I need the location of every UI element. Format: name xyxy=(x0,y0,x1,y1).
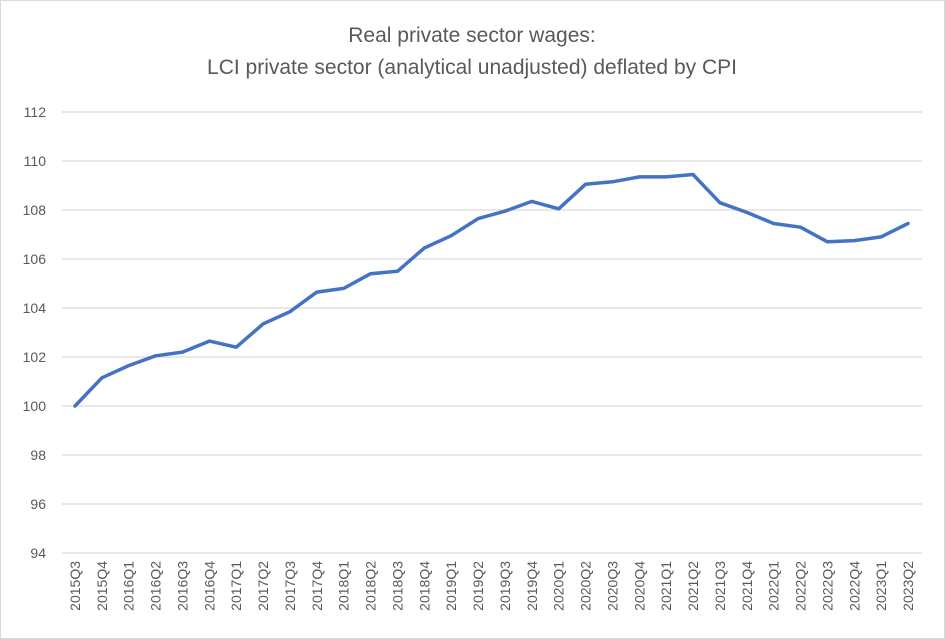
data-point xyxy=(530,199,534,203)
data-point xyxy=(261,322,265,326)
x-tick-label: 2019Q4 xyxy=(524,561,540,611)
x-tick-label: 2018Q3 xyxy=(389,561,405,611)
x-tick-label: 2016Q3 xyxy=(174,561,190,611)
data-point xyxy=(449,234,453,238)
data-point xyxy=(772,221,776,225)
data-point xyxy=(369,272,373,276)
data-point xyxy=(637,175,641,179)
x-tick-label: 2017Q2 xyxy=(255,561,271,611)
chart-title-line-2: LCI private sector (analytical unadjuste… xyxy=(207,56,737,79)
y-tick-label: 112 xyxy=(24,104,47,120)
data-point xyxy=(342,286,346,290)
x-tick-label: 2017Q1 xyxy=(228,561,244,611)
data-point xyxy=(503,209,507,213)
x-tick-label: 2019Q3 xyxy=(497,561,513,611)
data-point xyxy=(288,310,292,314)
x-tick-label: 2018Q2 xyxy=(363,561,379,611)
y-tick-label: 108 xyxy=(23,202,47,218)
data-point xyxy=(395,269,399,273)
x-tick-label: 2021Q4 xyxy=(739,561,755,611)
data-point xyxy=(825,240,829,244)
data-point xyxy=(234,345,238,349)
chart-title-line-1: Real private sector wages: xyxy=(348,24,595,47)
data-point xyxy=(852,239,856,243)
x-tick-label: 2015Q3 xyxy=(67,561,83,611)
x-tick-label: 2016Q1 xyxy=(121,561,137,611)
x-tick-label: 2017Q4 xyxy=(309,561,325,611)
data-point xyxy=(879,235,883,239)
x-tick-label: 2016Q4 xyxy=(201,561,217,611)
x-tick-label: 2022Q1 xyxy=(766,561,782,611)
data-point xyxy=(664,175,668,179)
x-tick-label: 2021Q3 xyxy=(712,561,728,611)
x-tick-label: 2020Q2 xyxy=(578,561,594,611)
data-point xyxy=(799,225,803,229)
data-point xyxy=(557,207,561,211)
x-tick-label: 2021Q2 xyxy=(685,561,701,611)
y-tick-label: 96 xyxy=(30,496,46,512)
y-tick-label: 104 xyxy=(23,300,47,316)
data-point xyxy=(476,217,480,221)
x-tick-label: 2019Q1 xyxy=(443,561,459,611)
x-tick-label: 2020Q1 xyxy=(551,561,567,611)
x-tick-label: 2020Q3 xyxy=(604,561,620,611)
x-tick-label: 2022Q3 xyxy=(819,561,835,611)
data-point xyxy=(100,376,104,380)
data-point xyxy=(422,246,426,250)
x-tick-label: 2019Q2 xyxy=(470,561,486,611)
y-tick-label: 102 xyxy=(23,349,47,365)
data-point xyxy=(718,201,722,205)
data-point xyxy=(154,354,158,358)
x-tick-label: 2015Q4 xyxy=(94,561,110,611)
x-tick-label: 2017Q3 xyxy=(282,561,298,611)
x-tick-label: 2018Q4 xyxy=(416,561,432,611)
data-point xyxy=(745,210,749,214)
x-tick-label: 2023Q1 xyxy=(873,561,889,611)
data-point xyxy=(691,172,695,176)
data-point xyxy=(315,290,319,294)
x-tick-label: 2023Q2 xyxy=(900,561,916,611)
data-point xyxy=(73,404,77,408)
y-tick-label: 100 xyxy=(23,398,47,414)
data-point xyxy=(207,339,211,343)
data-point xyxy=(584,182,588,186)
data-point xyxy=(906,221,910,225)
x-tick-label: 2016Q2 xyxy=(148,561,164,611)
x-tick-label: 2018Q1 xyxy=(336,561,352,611)
x-tick-label: 2022Q4 xyxy=(846,561,862,611)
x-tick-label: 2020Q4 xyxy=(631,561,647,611)
y-tick-label: 106 xyxy=(23,251,47,267)
data-point xyxy=(180,350,184,354)
x-tick-label: 2021Q1 xyxy=(658,561,674,611)
series-line xyxy=(73,172,910,408)
data-point xyxy=(610,180,614,184)
y-tick-label: 94 xyxy=(30,545,46,561)
y-tick-label: 110 xyxy=(24,153,47,169)
y-tick-label: 98 xyxy=(30,447,46,463)
data-point xyxy=(127,364,131,368)
x-tick-label: 2022Q2 xyxy=(793,561,809,611)
